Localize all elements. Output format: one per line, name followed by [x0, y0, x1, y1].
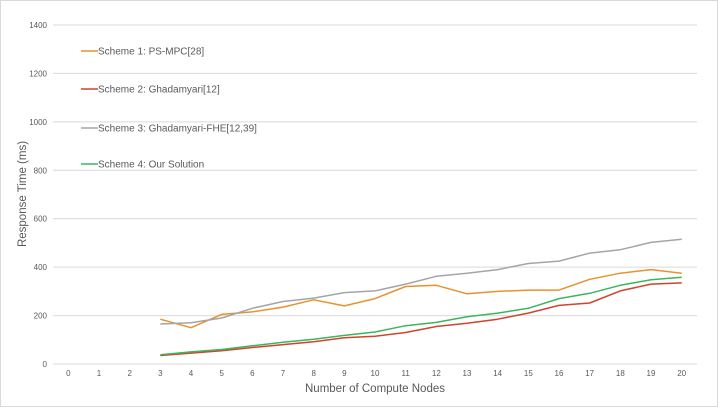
- x-tick-label: 8: [311, 369, 316, 378]
- x-tick-label: 11: [402, 369, 411, 378]
- y-tick-label: 800: [34, 166, 48, 175]
- x-tick-label: 1: [97, 369, 102, 378]
- y-axis-title: Response Time (ms): [17, 141, 29, 247]
- series-layer: [160, 238, 682, 357]
- x-tick-label: 5: [219, 369, 224, 378]
- x-tick-label: 13: [463, 369, 472, 378]
- x-axis-title: Number of Compute Nodes: [305, 383, 445, 395]
- y-tick-labels: 0 200 400 600 800 1000 1200 1400: [29, 21, 47, 369]
- legend-label-4: Scheme 4: Our Solution: [98, 160, 204, 171]
- x-tick-label: 10: [371, 369, 380, 378]
- series-line-2: [160, 282, 682, 357]
- legend: Scheme 1: PS-MPC[28] Scheme 2: Ghadamyari…: [81, 47, 257, 171]
- y-tick-label: 1000: [29, 118, 47, 127]
- y-tick-label: 200: [34, 312, 48, 321]
- y-tick-label: 0: [43, 360, 48, 369]
- y-tick-label: 400: [34, 263, 48, 272]
- legend-label-3: Scheme 3: Ghadamyari-FHE[12,39]: [98, 124, 257, 135]
- y-tick-label: 1200: [29, 69, 47, 78]
- x-tick-label: 3: [158, 369, 163, 378]
- x-tick-label: 7: [281, 369, 286, 378]
- y-tick-label: 600: [34, 215, 48, 224]
- legend-label-2: Scheme 2: Ghadamyari[12]: [98, 85, 220, 96]
- x-tick-label: 12: [432, 369, 441, 378]
- x-tick-label: 14: [493, 369, 502, 378]
- x-tick-label: 4: [189, 369, 194, 378]
- x-tick-label: 19: [647, 369, 656, 378]
- x-tick-label: 2: [127, 369, 132, 378]
- x-tick-label: 9: [342, 369, 347, 378]
- x-tick-label: 6: [250, 369, 255, 378]
- x-tick-label: 18: [616, 369, 625, 378]
- x-tick-label: 20: [677, 369, 686, 378]
- legend-label-1: Scheme 1: PS-MPC[28]: [98, 47, 204, 58]
- series-line-4: [160, 276, 682, 356]
- x-tick-label: 16: [555, 369, 564, 378]
- x-tick-label: 0: [66, 369, 71, 378]
- x-tick-label: 15: [524, 369, 533, 378]
- series-line-1: [160, 268, 682, 329]
- x-tick-labels: 0 1 2 3 4 5 6 7 8 9 10 11 12 13 14 15 16 17 18 19 20: [66, 369, 687, 378]
- y-tick-label: 1400: [29, 21, 47, 30]
- grid-layer: [53, 24, 697, 365]
- x-tick-label: 17: [585, 369, 594, 378]
- series-line-3: [160, 238, 682, 325]
